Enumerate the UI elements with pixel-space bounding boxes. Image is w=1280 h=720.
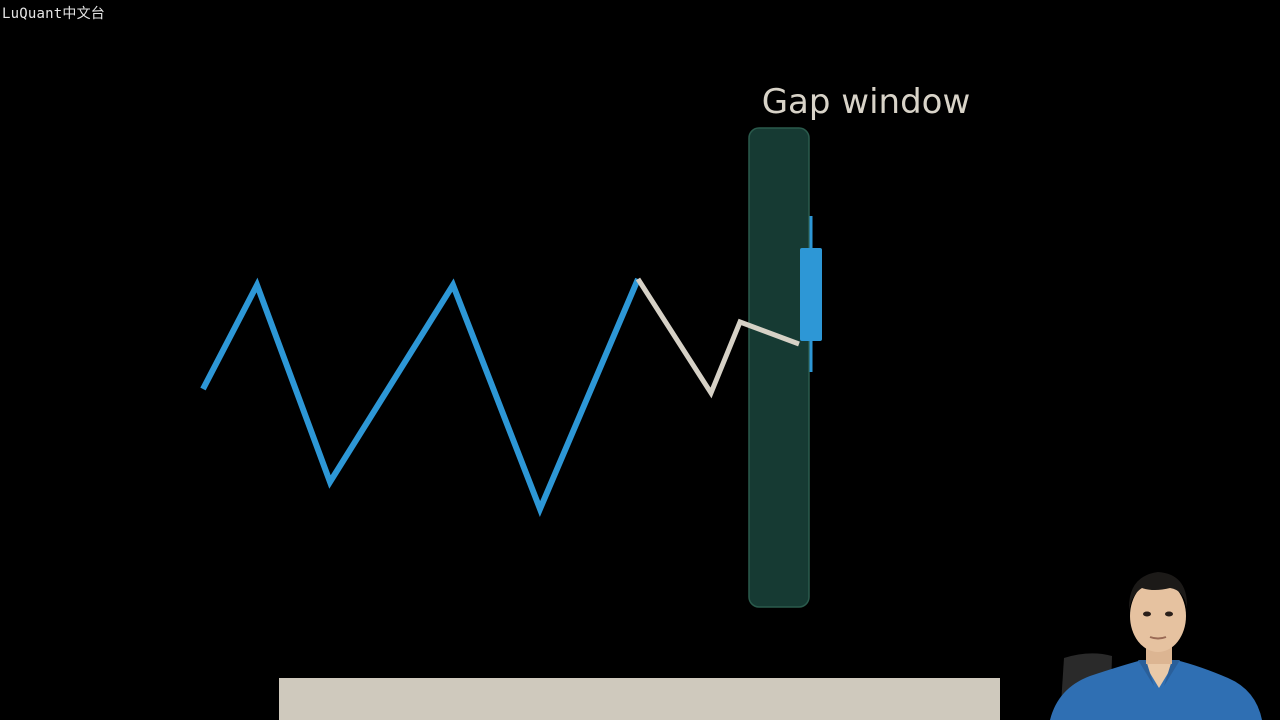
presenter-face: [1130, 580, 1186, 652]
presenter-neck: [1142, 660, 1176, 688]
candle-body: [800, 248, 822, 341]
trend-zigzag-line: [200, 277, 641, 517]
presenter-collar: [1138, 660, 1180, 686]
presenter-video-thumbnail: [1050, 572, 1262, 720]
presenter-shirt: [1050, 660, 1262, 720]
pullback-line: [635, 277, 800, 399]
channel-watermark: LuQuant中文台: [2, 6, 106, 22]
presenter-mouth: [1149, 636, 1167, 640]
presenter-eye-right: [1165, 611, 1173, 617]
gap-window-zone: [748, 127, 810, 608]
gap-window-label: Gap window: [762, 82, 971, 122]
subtitle-bar: [279, 678, 1000, 720]
presenter-eye-left: [1143, 611, 1151, 617]
gap-candle: [800, 216, 822, 372]
presenter-hair: [1128, 572, 1188, 610]
